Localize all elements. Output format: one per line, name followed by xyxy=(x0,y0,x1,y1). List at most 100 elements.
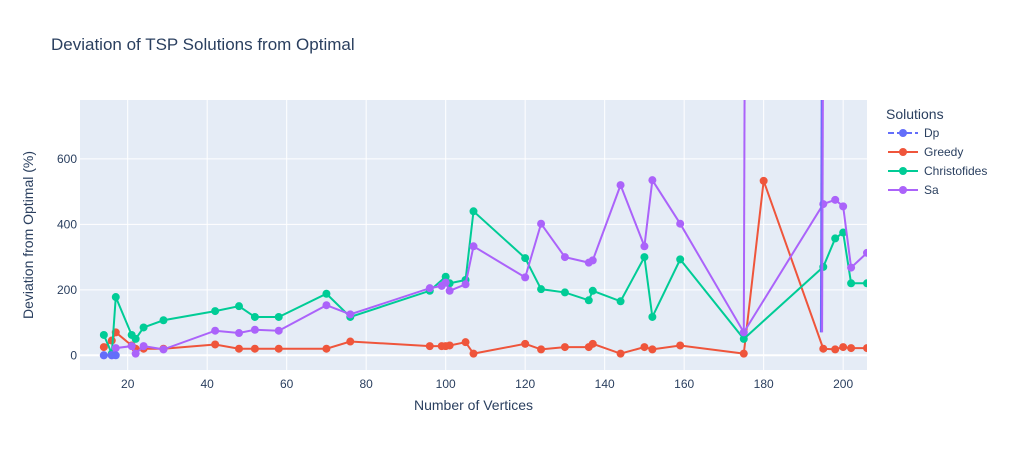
y-tick-label: 200 xyxy=(57,283,77,297)
data-point xyxy=(739,349,748,358)
data-point xyxy=(648,345,657,354)
series-sa xyxy=(99,176,867,360)
data-point xyxy=(521,273,530,282)
data-point xyxy=(616,181,625,190)
y-axis-title: Deviation from Optimal (%) xyxy=(20,151,36,319)
data-point xyxy=(640,253,649,262)
data-point xyxy=(676,341,685,350)
data-point xyxy=(819,344,828,353)
data-point xyxy=(441,278,450,287)
data-point xyxy=(521,254,530,263)
legend-swatch-marker xyxy=(899,167,907,175)
data-point xyxy=(234,329,243,338)
data-point xyxy=(739,334,748,343)
data-point xyxy=(616,297,625,306)
axis-ticks: 20 40 60 80 100 120 140 160 180 200 0 200 400 600 xyxy=(57,152,854,391)
data-point xyxy=(831,195,840,204)
data-point xyxy=(234,344,243,353)
data-point xyxy=(445,341,454,350)
legend-item-greedy[interactable]: Greedy xyxy=(888,145,963,159)
plot-area xyxy=(80,100,867,370)
data-point xyxy=(863,279,867,288)
data-point xyxy=(640,343,649,352)
data-point xyxy=(831,345,840,354)
data-point xyxy=(346,310,355,319)
data-point xyxy=(99,330,108,339)
data-point xyxy=(588,339,597,348)
grid-lines xyxy=(80,100,867,370)
data-point xyxy=(425,342,434,351)
data-point xyxy=(322,301,331,310)
data-point xyxy=(139,323,148,332)
x-tick-label: 20 xyxy=(121,377,135,391)
data-point xyxy=(839,228,848,237)
data-point xyxy=(274,344,283,353)
data-point xyxy=(560,288,569,297)
data-point xyxy=(676,255,685,264)
data-point xyxy=(274,312,283,321)
data-point xyxy=(111,351,120,360)
legend-label: Sa xyxy=(924,183,939,197)
data-point xyxy=(127,342,136,351)
legend: Solutions Dp Greedy Christofides Sa xyxy=(886,106,987,197)
x-axis-title: Number of Vertices xyxy=(414,397,533,413)
data-point xyxy=(131,334,140,343)
data-point xyxy=(847,263,856,272)
data-point xyxy=(640,242,649,251)
legend-item-christofides[interactable]: Christofides xyxy=(888,164,987,178)
data-point xyxy=(211,340,220,349)
data-point xyxy=(839,343,848,352)
y-tick-label: 600 xyxy=(57,152,77,166)
x-tick-label: 120 xyxy=(515,377,535,391)
data-point xyxy=(139,342,148,351)
data-point xyxy=(839,202,848,211)
series-dp xyxy=(99,351,120,360)
data-point xyxy=(461,280,470,289)
data-point xyxy=(537,219,546,228)
data-point xyxy=(441,272,450,281)
legend-label: Christofides xyxy=(924,164,987,178)
data-point xyxy=(445,286,454,295)
data-point xyxy=(759,176,768,185)
series-layer xyxy=(99,100,867,360)
x-tick-label: 40 xyxy=(201,377,215,391)
series-line xyxy=(103,177,867,357)
data-point xyxy=(847,279,856,288)
data-point xyxy=(111,344,120,353)
data-point xyxy=(111,293,120,302)
x-tick-label: 140 xyxy=(595,377,615,391)
spike-line xyxy=(742,100,746,333)
data-point xyxy=(159,316,168,325)
y-tick-label: 400 xyxy=(57,217,77,231)
data-point xyxy=(831,234,840,243)
data-point xyxy=(469,242,478,251)
data-point xyxy=(847,344,856,353)
y-tick-label: 0 xyxy=(70,348,77,362)
data-point xyxy=(461,338,470,347)
data-point xyxy=(676,219,685,228)
x-tick-label: 200 xyxy=(833,377,853,391)
data-point xyxy=(588,256,597,265)
data-point xyxy=(346,337,355,346)
legend-item-sa[interactable]: Sa xyxy=(888,183,939,197)
data-point xyxy=(560,343,569,352)
data-point xyxy=(322,289,331,298)
data-point xyxy=(588,286,597,295)
data-point xyxy=(250,325,259,334)
data-point xyxy=(322,344,331,353)
legend-item-dp[interactable]: Dp xyxy=(888,126,940,140)
spike-line xyxy=(821,100,824,333)
data-point xyxy=(537,285,546,294)
data-point xyxy=(425,284,434,293)
data-point xyxy=(250,312,259,321)
x-tick-label: 160 xyxy=(674,377,694,391)
data-point xyxy=(274,326,283,335)
data-point xyxy=(469,349,478,358)
data-point xyxy=(99,343,108,352)
data-point xyxy=(159,345,168,354)
data-point xyxy=(648,176,657,185)
data-point xyxy=(234,302,243,311)
data-point xyxy=(584,296,593,305)
x-tick-label: 60 xyxy=(280,377,294,391)
